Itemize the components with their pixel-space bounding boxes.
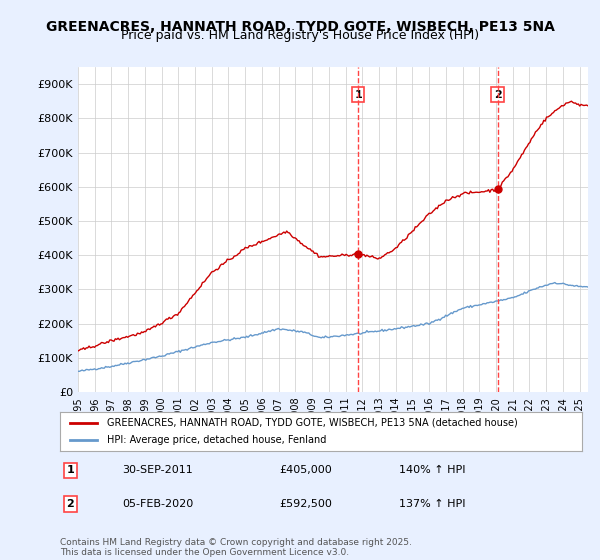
- Text: 140% ↑ HPI: 140% ↑ HPI: [400, 465, 466, 475]
- Text: 2: 2: [494, 90, 502, 100]
- Text: HPI: Average price, detached house, Fenland: HPI: Average price, detached house, Fenl…: [107, 435, 326, 445]
- Text: 2: 2: [67, 499, 74, 509]
- Text: 137% ↑ HPI: 137% ↑ HPI: [400, 499, 466, 509]
- Text: £592,500: £592,500: [279, 499, 332, 509]
- Text: £405,000: £405,000: [279, 465, 332, 475]
- Text: 05-FEB-2020: 05-FEB-2020: [122, 499, 194, 509]
- Text: 30-SEP-2011: 30-SEP-2011: [122, 465, 193, 475]
- Text: Price paid vs. HM Land Registry's House Price Index (HPI): Price paid vs. HM Land Registry's House …: [121, 29, 479, 42]
- Text: GREENACRES, HANNATH ROAD, TYDD GOTE, WISBECH, PE13 5NA: GREENACRES, HANNATH ROAD, TYDD GOTE, WIS…: [46, 20, 554, 34]
- Text: Contains HM Land Registry data © Crown copyright and database right 2025.
This d: Contains HM Land Registry data © Crown c…: [60, 538, 412, 557]
- Text: GREENACRES, HANNATH ROAD, TYDD GOTE, WISBECH, PE13 5NA (detached house): GREENACRES, HANNATH ROAD, TYDD GOTE, WIS…: [107, 418, 518, 428]
- Text: 1: 1: [354, 90, 362, 100]
- Text: 1: 1: [67, 465, 74, 475]
